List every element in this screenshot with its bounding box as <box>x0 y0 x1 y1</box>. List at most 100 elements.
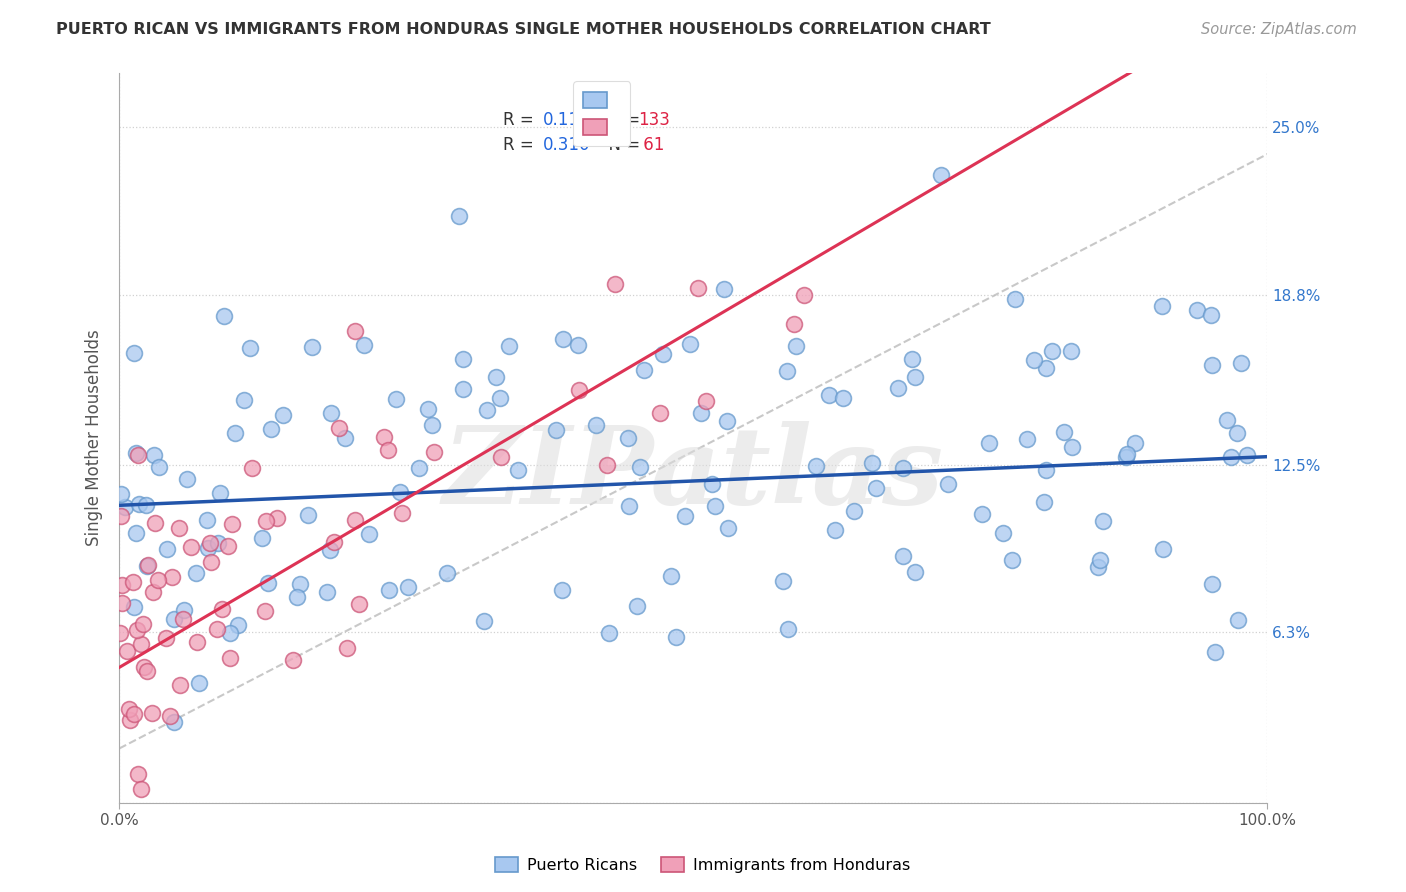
Point <box>1226 425 1249 440</box>
Point <box>219 625 242 640</box>
Point <box>122 599 145 614</box>
Point <box>224 426 246 441</box>
Point <box>633 362 655 376</box>
Point <box>124 707 146 722</box>
Point <box>603 277 626 291</box>
Point <box>1015 432 1038 446</box>
Point <box>453 382 475 396</box>
Point <box>991 526 1014 541</box>
Point <box>598 625 620 640</box>
Point <box>451 352 474 367</box>
Point <box>804 458 827 473</box>
Point <box>136 559 159 574</box>
Point <box>1035 463 1057 477</box>
Point <box>686 281 709 295</box>
Point <box>972 507 994 521</box>
Point <box>929 168 952 182</box>
Point <box>673 509 696 524</box>
Point <box>617 499 640 513</box>
Point <box>233 393 256 408</box>
Point <box>110 487 132 501</box>
Point <box>1001 553 1024 567</box>
Point <box>1035 361 1057 376</box>
Point <box>266 511 288 525</box>
Point <box>891 460 914 475</box>
Point <box>373 429 395 443</box>
Point <box>285 590 308 604</box>
Point <box>136 558 159 573</box>
Point <box>217 539 239 553</box>
Point <box>172 612 194 626</box>
Point <box>904 369 927 384</box>
Point <box>860 456 883 470</box>
Point <box>315 584 337 599</box>
Point <box>125 446 148 460</box>
Point <box>652 346 675 360</box>
Point <box>824 524 846 538</box>
Point <box>142 585 165 599</box>
Point <box>117 701 139 715</box>
Point <box>596 458 619 472</box>
Point <box>678 337 700 351</box>
Point <box>1040 343 1063 358</box>
Point <box>1004 292 1026 306</box>
Point <box>783 317 806 331</box>
Point <box>323 535 346 549</box>
Text: PUERTO RICAN VS IMMIGRANTS FROM HONDURAS SINGLE MOTHER HOUSEHOLDS CORRELATION CH: PUERTO RICAN VS IMMIGRANTS FROM HONDURAS… <box>56 22 991 37</box>
Point <box>184 566 207 581</box>
Point <box>904 565 927 579</box>
Point <box>173 603 195 617</box>
Point <box>585 417 607 432</box>
Point <box>1052 425 1074 440</box>
Point <box>115 644 138 658</box>
Point <box>211 602 233 616</box>
Y-axis label: Single Mother Households: Single Mother Households <box>86 329 103 546</box>
Point <box>135 664 157 678</box>
Point <box>396 580 419 594</box>
Point <box>221 517 243 532</box>
Point <box>713 282 735 296</box>
Point <box>257 575 280 590</box>
Point <box>408 461 430 475</box>
Point <box>141 706 163 721</box>
Point <box>254 604 277 618</box>
Point <box>778 622 800 636</box>
Point <box>772 574 794 589</box>
Text: 61: 61 <box>638 136 665 153</box>
Point <box>887 381 910 395</box>
Point <box>689 406 711 420</box>
Point <box>114 500 136 514</box>
Point <box>127 448 149 462</box>
Point <box>163 612 186 626</box>
Point <box>129 637 152 651</box>
Point <box>209 485 232 500</box>
Text: 0.310: 0.310 <box>543 136 591 153</box>
Point <box>319 406 342 420</box>
Text: ZIPatlas: ZIPatlas <box>443 421 943 527</box>
Point <box>553 332 575 346</box>
Point <box>776 364 799 378</box>
Point <box>617 431 640 445</box>
Point <box>163 714 186 729</box>
Point <box>148 459 170 474</box>
Point <box>695 393 717 408</box>
Point <box>176 472 198 486</box>
Point <box>717 521 740 535</box>
Point <box>1092 515 1115 529</box>
Point <box>1187 303 1209 318</box>
Point <box>659 568 682 582</box>
Point <box>716 414 738 428</box>
Point <box>207 536 229 550</box>
Point <box>160 570 183 584</box>
Point <box>568 383 591 397</box>
Point <box>1216 413 1239 427</box>
Point <box>254 515 277 529</box>
Point <box>551 582 574 597</box>
Point <box>1236 448 1258 462</box>
Point <box>228 617 250 632</box>
Point <box>128 497 150 511</box>
Point <box>347 597 370 611</box>
Point <box>301 340 323 354</box>
Point <box>143 516 166 530</box>
Point <box>628 460 651 475</box>
